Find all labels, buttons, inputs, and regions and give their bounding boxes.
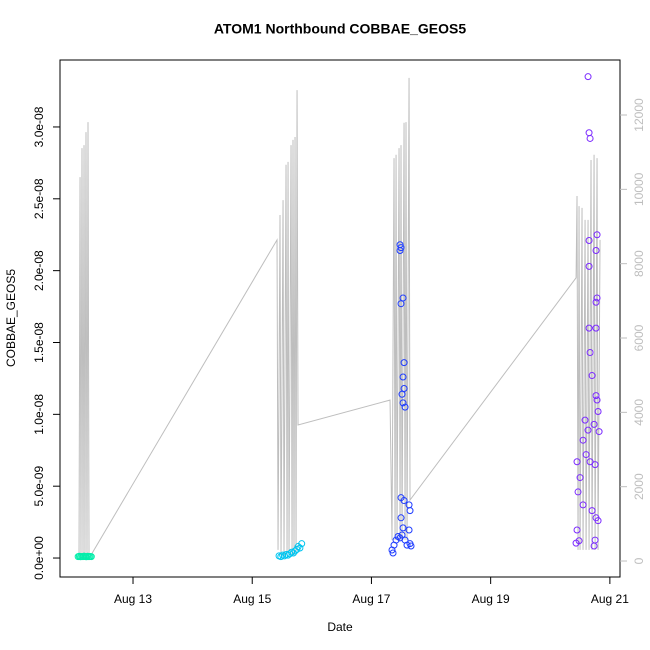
y2-tick-label: 12000 (632, 98, 646, 132)
y-tick-label: 2.0e-08 (32, 250, 46, 291)
point (586, 134, 594, 142)
x-axis-label: Date (327, 620, 353, 634)
point (585, 262, 593, 270)
point (592, 392, 600, 400)
point (399, 399, 407, 407)
point (401, 403, 409, 411)
y-tick-label: 3.0e-08 (32, 106, 46, 147)
x-tick-label: Aug 17 (352, 592, 390, 606)
point (400, 497, 408, 505)
point (399, 373, 407, 381)
point (594, 517, 602, 525)
point (585, 324, 593, 332)
point (590, 542, 598, 550)
x-tick-label: Aug 19 (472, 592, 510, 606)
altitude-line (78, 77, 601, 561)
point (593, 294, 601, 302)
point (592, 298, 600, 306)
point (588, 507, 596, 515)
y-tick-label: 1.0e-08 (32, 394, 46, 435)
point (406, 507, 414, 515)
point (588, 372, 596, 380)
point (389, 549, 397, 557)
y2-tick-label: 6000 (632, 324, 646, 351)
y2-tick-label: 4000 (632, 399, 646, 426)
y2-tick-label: 0 (632, 557, 646, 564)
point (298, 540, 306, 548)
point (405, 526, 413, 534)
point (581, 416, 589, 424)
y2-tick-label: 2000 (632, 473, 646, 500)
point (394, 532, 402, 540)
point (593, 396, 601, 404)
point (573, 458, 581, 466)
point (296, 544, 304, 552)
x-tick-label: Aug 15 (233, 592, 271, 606)
point (582, 451, 590, 459)
y2-tick-label: 10000 (632, 172, 646, 206)
plot-frame (59, 59, 621, 578)
point (87, 553, 95, 561)
point (399, 524, 407, 532)
point (594, 407, 602, 415)
point (585, 236, 593, 244)
point (397, 300, 405, 308)
point (396, 247, 404, 255)
point (584, 426, 592, 434)
point (397, 244, 405, 252)
point (573, 526, 581, 534)
point (591, 461, 599, 469)
y-tick-label: 0.0e+00 (32, 536, 46, 580)
point (392, 536, 400, 544)
point (592, 247, 600, 255)
chart-title: ATOM1 Northbound COBBAE_GEOS5 (214, 21, 466, 37)
y-axis-label: COBBAE_GEOS5 (4, 269, 18, 367)
point (398, 531, 406, 539)
point (584, 73, 592, 81)
point (400, 359, 408, 367)
point (590, 420, 598, 428)
point (592, 324, 600, 332)
y2-tick-label: 8000 (632, 250, 646, 277)
point (579, 501, 587, 509)
x-tick-label: Aug 13 (114, 592, 152, 606)
point (585, 129, 593, 137)
y-tick-label: 2.5e-08 (32, 178, 46, 219)
point (397, 514, 405, 522)
y-tick-label: 1.5e-08 (32, 322, 46, 363)
point (574, 488, 582, 496)
point (286, 550, 294, 558)
y-tick-label: 5.0e-09 (32, 466, 46, 507)
point (595, 428, 603, 436)
x-tick-label: Aug 21 (591, 592, 629, 606)
point (289, 549, 297, 557)
point (579, 436, 587, 444)
point (586, 349, 594, 357)
point (593, 231, 601, 239)
point (576, 474, 584, 482)
point (586, 458, 594, 466)
point (398, 390, 406, 398)
point (407, 542, 415, 550)
point (575, 537, 583, 545)
